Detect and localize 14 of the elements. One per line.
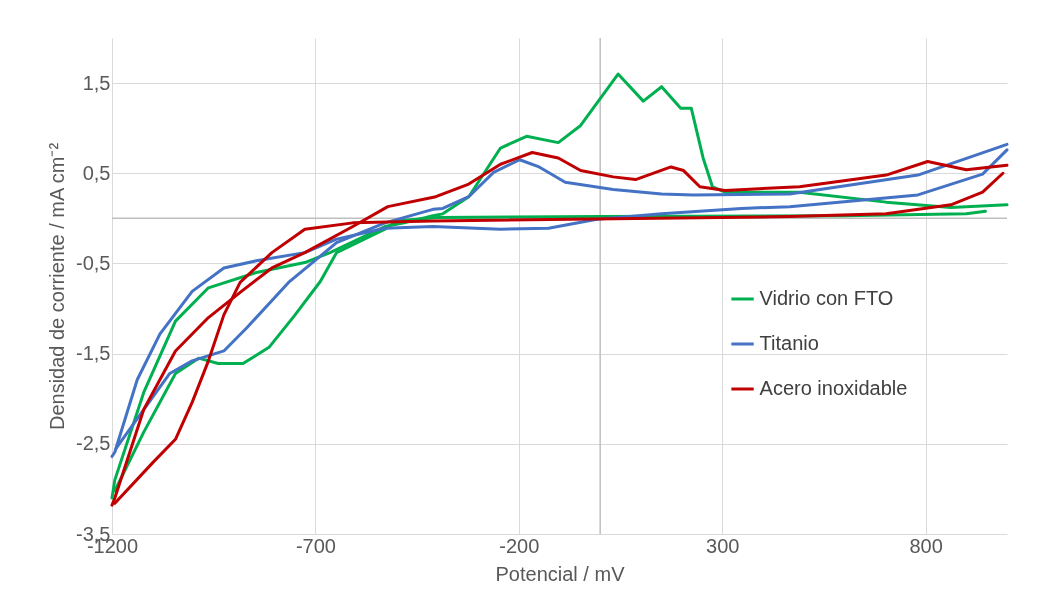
x-tick-label: 800 — [909, 534, 943, 557]
y-tick-label: 1,5 — [82, 71, 111, 94]
x-axis-title: Potencial / mV — [495, 562, 626, 585]
y-tick-label: 0,5 — [82, 161, 111, 184]
y-tick-label: -0,5 — [76, 251, 111, 274]
legend-label: Vidrio con FTO — [759, 287, 894, 309]
x-tick-label: -200 — [499, 534, 540, 557]
y-tick-label: -2,5 — [76, 432, 111, 455]
y-axis-title: Densidad de corriente / mA cm⁻² — [46, 142, 69, 431]
y-tick-label: -1,5 — [76, 342, 111, 365]
legend-label: Acero inoxidable — [759, 377, 908, 399]
legend-label: Titanio — [759, 332, 819, 354]
x-tick-label: 300 — [706, 534, 740, 557]
x-tick-label: -700 — [295, 534, 336, 557]
